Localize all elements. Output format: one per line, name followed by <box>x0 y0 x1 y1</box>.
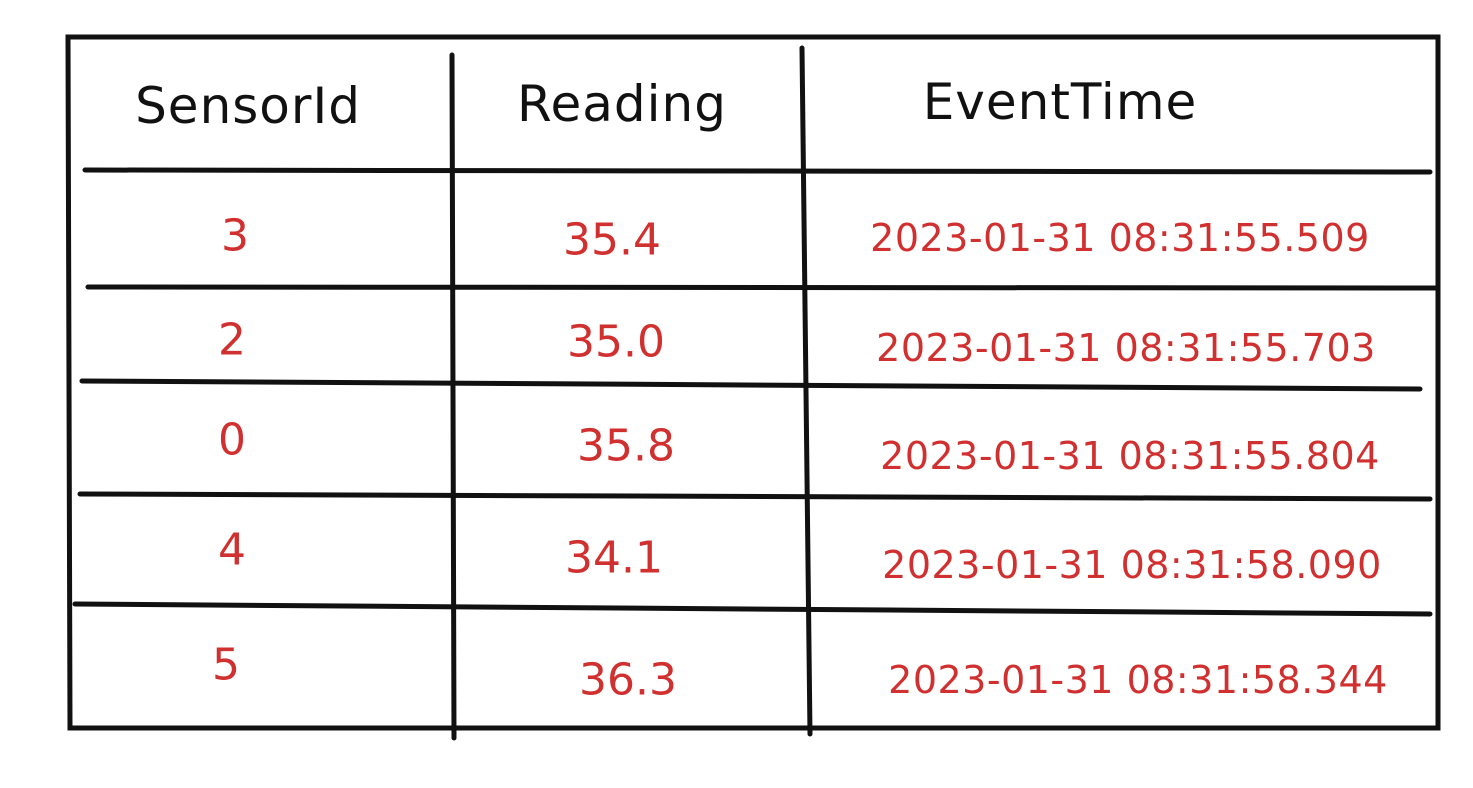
cell-reading: 35.4 <box>563 214 661 266</box>
table-border <box>65 34 1441 731</box>
row-divider <box>79 378 1423 392</box>
cell-sensor-id: 2 <box>218 314 246 366</box>
cell-reading: 34.1 <box>565 532 663 584</box>
cell-event-time: 2023-01-31 08:31:58.344 <box>888 658 1388 702</box>
row-divider <box>85 284 1441 291</box>
cell-sensor-id: 0 <box>218 414 246 466</box>
cell-reading: 35.0 <box>567 316 665 368</box>
header-divider <box>82 167 1433 175</box>
cell-event-time: 2023-01-31 08:31:55.703 <box>876 326 1376 370</box>
cell-event-time: 2023-01-31 08:31:58.090 <box>882 543 1382 587</box>
row-divider <box>72 601 1433 617</box>
column-divider <box>799 45 813 737</box>
row-divider <box>77 491 1433 502</box>
header-reading: Reading <box>517 75 727 133</box>
cell-event-time: 2023-01-31 08:31:55.804 <box>880 434 1380 478</box>
cell-event-time: 2023-01-31 08:31:55.509 <box>870 216 1370 260</box>
cell-reading: 35.8 <box>577 420 675 472</box>
cell-reading: 36.3 <box>579 654 677 706</box>
cell-sensor-id: 3 <box>221 210 249 262</box>
header-sensorid: SensorId <box>135 77 361 135</box>
header-eventtime: EventTime <box>922 73 1198 131</box>
column-divider <box>449 52 457 741</box>
cell-sensor-id: 5 <box>212 639 240 691</box>
cell-sensor-id: 4 <box>218 524 246 576</box>
